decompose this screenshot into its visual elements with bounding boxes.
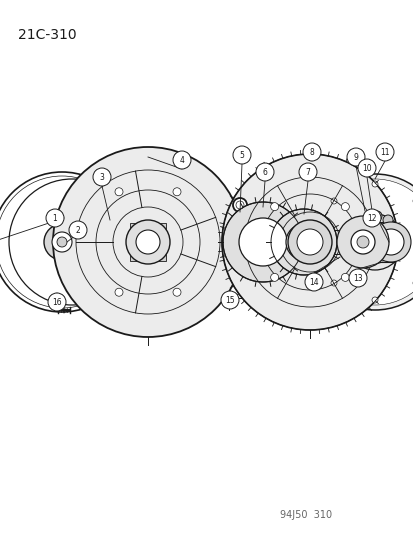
Circle shape <box>271 209 336 275</box>
Circle shape <box>0 172 132 312</box>
Circle shape <box>358 226 390 258</box>
Text: 9: 9 <box>353 152 358 161</box>
Circle shape <box>371 181 377 187</box>
Circle shape <box>270 273 278 281</box>
Circle shape <box>270 203 278 211</box>
Text: 4: 4 <box>179 156 184 165</box>
Circle shape <box>377 229 403 255</box>
Circle shape <box>255 163 273 181</box>
Circle shape <box>362 209 380 227</box>
Circle shape <box>311 179 413 305</box>
Circle shape <box>346 148 364 166</box>
Circle shape <box>287 220 331 264</box>
Circle shape <box>115 288 123 296</box>
Circle shape <box>285 224 321 260</box>
Circle shape <box>357 159 375 177</box>
Circle shape <box>57 237 67 247</box>
Text: 7: 7 <box>305 167 310 176</box>
Circle shape <box>221 154 397 330</box>
Circle shape <box>366 234 382 250</box>
Circle shape <box>359 229 385 255</box>
Bar <box>352 226 384 258</box>
Circle shape <box>352 222 392 262</box>
Circle shape <box>53 147 242 337</box>
Circle shape <box>233 146 250 164</box>
Text: 15: 15 <box>225 295 234 304</box>
Circle shape <box>173 288 180 296</box>
Circle shape <box>341 273 349 281</box>
Circle shape <box>233 198 247 212</box>
Text: 2: 2 <box>76 225 80 235</box>
Circle shape <box>48 293 66 311</box>
Circle shape <box>223 202 302 282</box>
Circle shape <box>375 143 393 161</box>
Circle shape <box>235 201 243 209</box>
Text: 5: 5 <box>239 150 244 159</box>
Circle shape <box>348 269 366 287</box>
Text: 3: 3 <box>99 173 104 182</box>
Text: 11: 11 <box>379 148 389 157</box>
Circle shape <box>330 280 336 286</box>
Text: 94J50  310: 94J50 310 <box>279 510 331 520</box>
Circle shape <box>93 168 111 186</box>
Circle shape <box>296 229 322 255</box>
Circle shape <box>69 221 87 239</box>
Text: 12: 12 <box>366 214 376 222</box>
Circle shape <box>9 179 135 305</box>
Circle shape <box>115 188 123 196</box>
Circle shape <box>304 273 322 291</box>
Circle shape <box>306 174 413 310</box>
Circle shape <box>350 230 374 254</box>
Circle shape <box>173 151 190 169</box>
Bar <box>322 230 384 254</box>
Text: 1: 1 <box>52 214 57 222</box>
Circle shape <box>238 218 286 266</box>
Circle shape <box>313 239 319 245</box>
Circle shape <box>302 143 320 161</box>
Circle shape <box>356 236 368 248</box>
Circle shape <box>173 188 180 196</box>
Circle shape <box>126 220 170 264</box>
Text: 14: 14 <box>309 278 318 287</box>
Circle shape <box>346 214 402 270</box>
Text: 6: 6 <box>262 167 267 176</box>
Bar <box>372 222 394 262</box>
Text: 8: 8 <box>309 148 313 157</box>
Circle shape <box>44 224 80 260</box>
Circle shape <box>298 163 316 181</box>
Circle shape <box>412 280 413 286</box>
Circle shape <box>336 216 388 268</box>
Circle shape <box>221 291 238 309</box>
Text: 21C-310: 21C-310 <box>18 28 76 42</box>
Circle shape <box>341 203 349 211</box>
Circle shape <box>371 297 377 303</box>
Circle shape <box>371 211 381 221</box>
Text: 16: 16 <box>52 297 62 306</box>
Circle shape <box>52 232 72 252</box>
Circle shape <box>46 209 64 227</box>
Text: 13: 13 <box>352 273 362 282</box>
Circle shape <box>136 230 159 254</box>
Bar <box>130 223 166 261</box>
Circle shape <box>330 198 336 204</box>
Text: p: p <box>300 237 306 247</box>
Circle shape <box>382 215 392 225</box>
Text: 10: 10 <box>361 164 371 173</box>
Circle shape <box>370 222 410 262</box>
Circle shape <box>412 198 413 204</box>
Circle shape <box>0 176 128 308</box>
